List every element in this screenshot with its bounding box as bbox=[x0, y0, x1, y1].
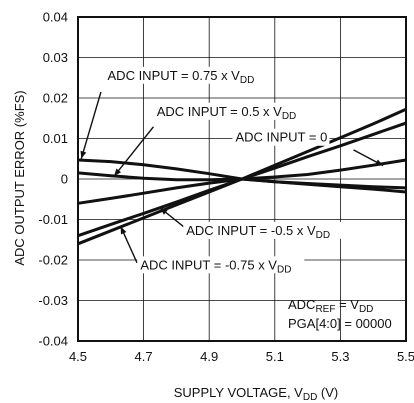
series-annotations: ADC INPUT = 0.75 x VDD ADC INPUT = 0.5 x … bbox=[80, 66, 384, 275]
series-lines bbox=[77, 107, 407, 246]
annotation-arrowhead bbox=[160, 207, 168, 215]
annotation-arrowhead bbox=[375, 159, 384, 166]
y-tick-label: -0.02 bbox=[38, 253, 68, 268]
y-tick-label: -0.04 bbox=[38, 334, 68, 349]
conditions-line-1: ADCREF = VDD bbox=[288, 297, 373, 315]
series-label-2: ADC INPUT = 0.5 x VDD bbox=[157, 104, 297, 122]
x-tick-label: 4.9 bbox=[200, 349, 218, 364]
y-tick-labels: 0.04 0.03 0.02 0.01 0 -0.01 -0.02 -0.03 -0.04 bbox=[38, 10, 68, 349]
annotation-bg bbox=[153, 102, 307, 120]
y-tick-label: 0.04 bbox=[43, 10, 68, 25]
annotation-bg bbox=[183, 221, 344, 239]
conditions-box: ADCREF = VDD PGA[4:0] = 00000 bbox=[288, 297, 392, 331]
x-tick-label: 5.5 bbox=[397, 349, 414, 364]
annotation-bg bbox=[137, 256, 305, 274]
y-tick-label: 0.03 bbox=[43, 50, 68, 65]
plot-frame bbox=[77, 16, 407, 342]
conditions-line-2: PGA[4:0] = 00000 bbox=[288, 316, 392, 331]
x-axis-label: SUPPLY VOLTAGE, VDD (V) bbox=[174, 385, 339, 403]
x-tick-label: 5.1 bbox=[266, 349, 284, 364]
x-tick-label: 4.7 bbox=[135, 349, 153, 364]
y-tick-label: -0.03 bbox=[38, 293, 68, 308]
y-axis-label: ADC OUTPUT ERROR (%FS) bbox=[12, 90, 27, 265]
annotation-arrowhead bbox=[120, 226, 127, 235]
series-line-5 bbox=[77, 107, 407, 246]
annotation-bg bbox=[232, 128, 330, 146]
y-tick-label: 0.01 bbox=[43, 131, 68, 146]
y-tick-label: 0 bbox=[61, 172, 68, 187]
annotation-arrowhead bbox=[114, 168, 122, 177]
x-tick-label: 5.3 bbox=[331, 349, 349, 364]
y-tick-label: -0.01 bbox=[38, 212, 68, 227]
series-label-5: ADC INPUT = -0.75 x VDD bbox=[140, 257, 291, 275]
x-tick-labels: 4.5 4.7 4.9 5.1 5.3 5.5 bbox=[69, 349, 414, 364]
series-label-1: ADC INPUT = 0.75 x VDD bbox=[108, 68, 255, 86]
series-label-3: ADC INPUT = 0 bbox=[235, 130, 327, 145]
series-line-3 bbox=[77, 158, 407, 205]
series-label-4: ADC INPUT = -0.5 x VDD bbox=[186, 223, 330, 241]
annotation-bg bbox=[104, 66, 265, 84]
annotation-leader bbox=[80, 91, 102, 159]
annotation-arrowhead bbox=[80, 150, 87, 159]
x-tick-label: 4.5 bbox=[69, 349, 87, 364]
annotation-leader bbox=[113, 126, 154, 177]
y-tick-label: 0.02 bbox=[43, 91, 68, 106]
